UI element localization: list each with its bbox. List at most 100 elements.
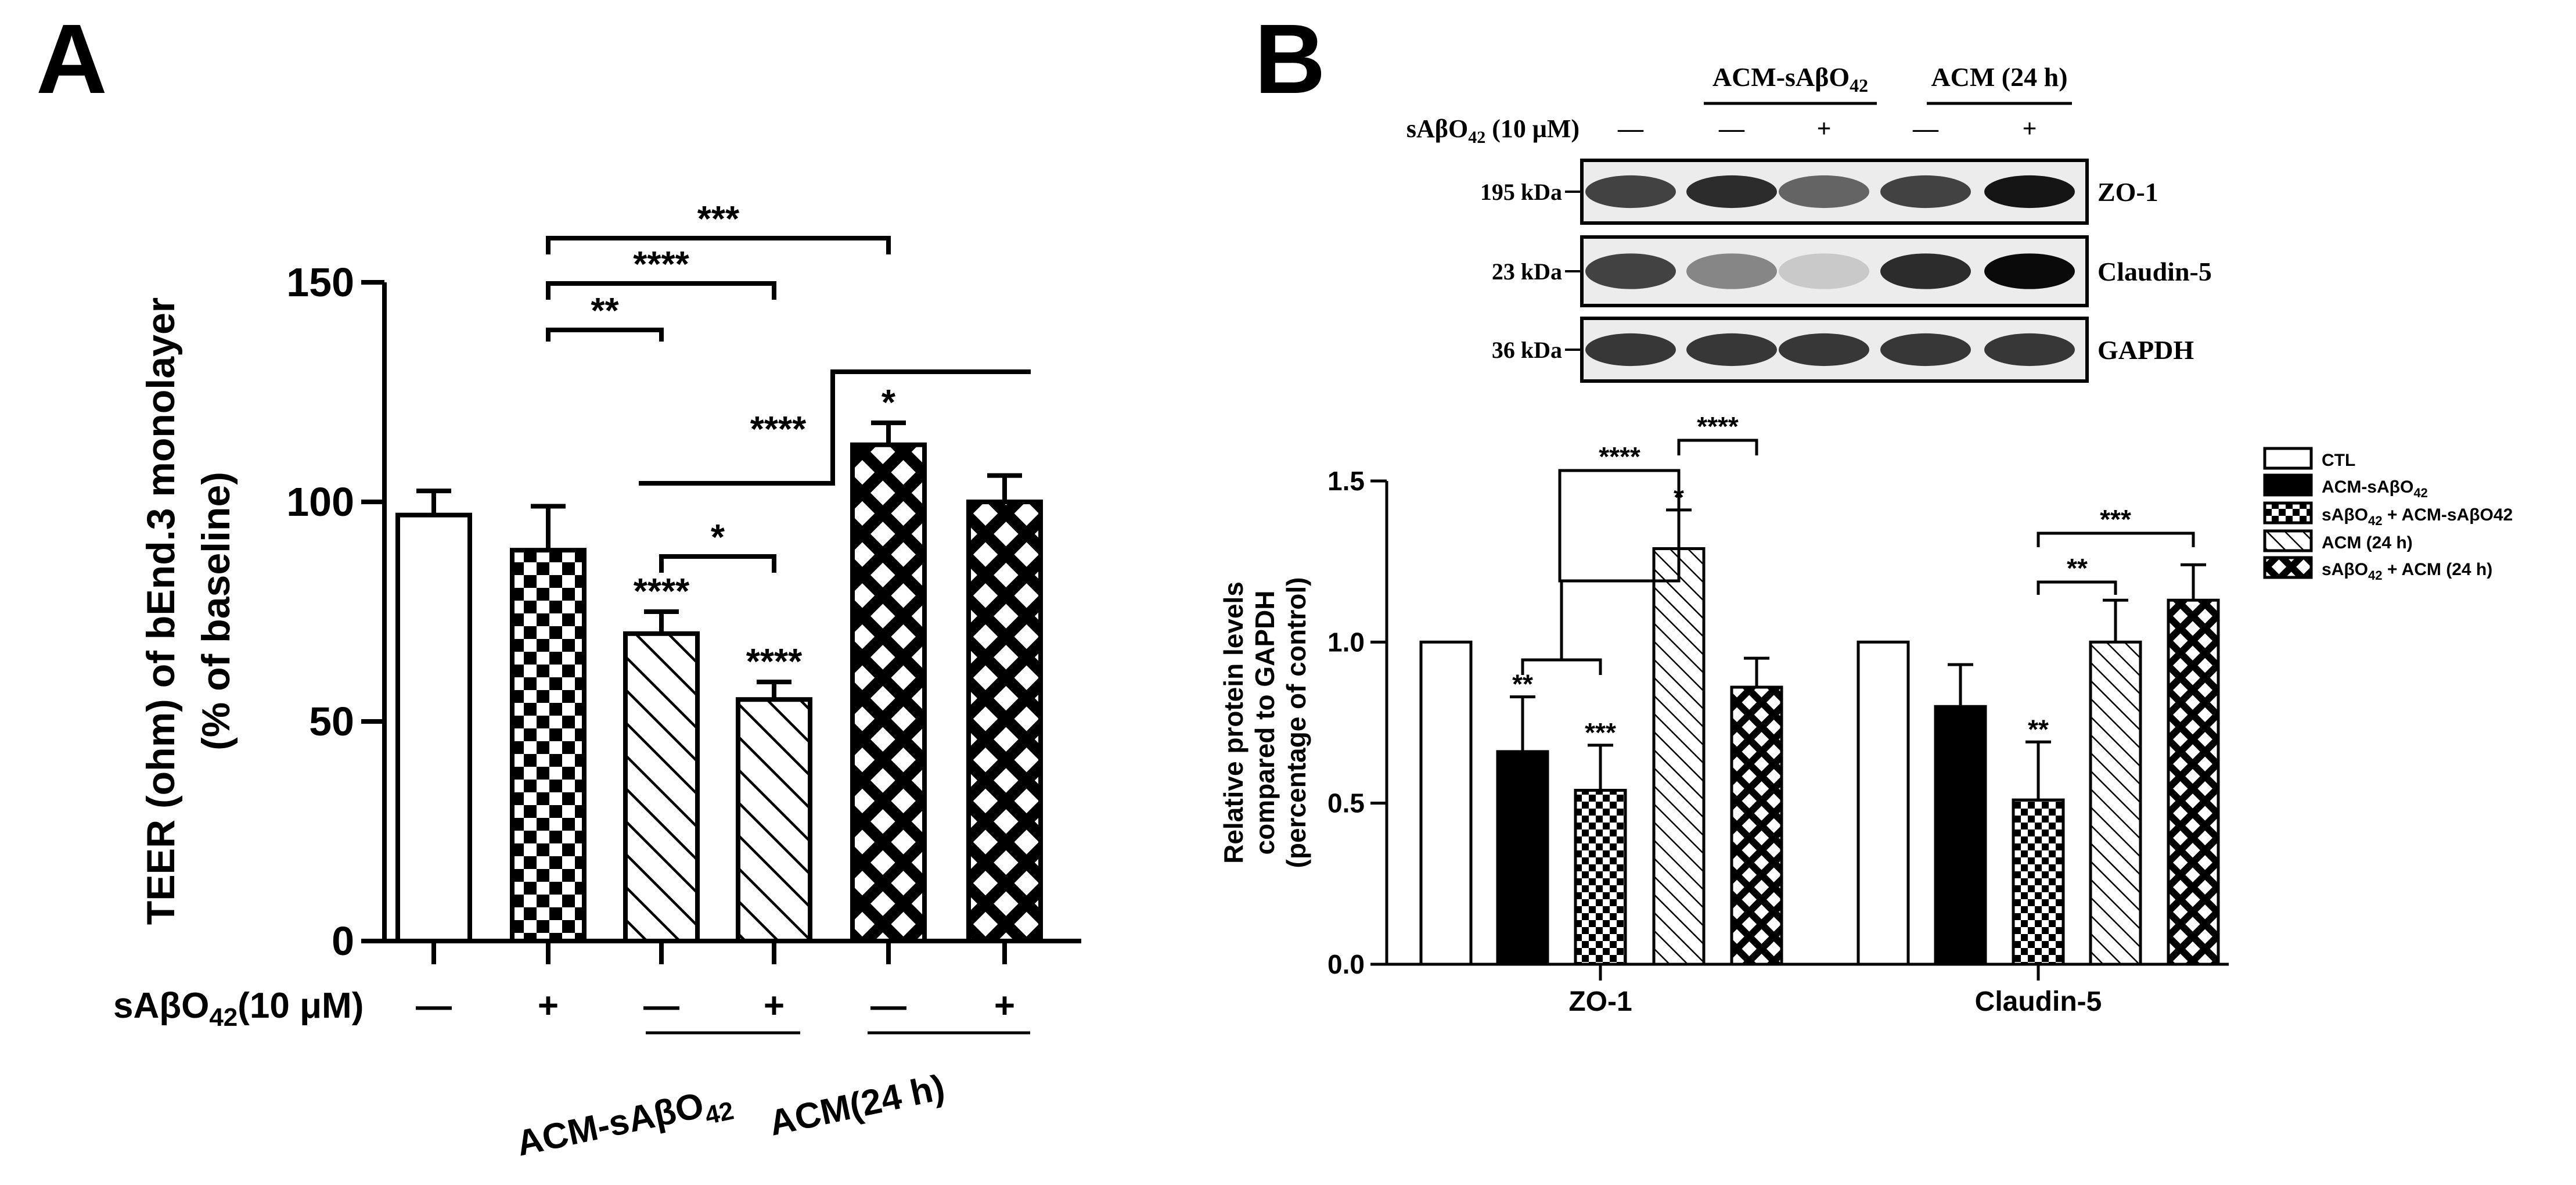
chart-b-bar: [2167, 598, 2220, 966]
blot-band: [1779, 175, 1869, 209]
chart-a-ytick-label: 100: [286, 479, 354, 525]
blot-band: [1984, 175, 2075, 209]
chart-a-bracket-label: **: [591, 291, 619, 331]
blot-protein-label: ZO-1: [2098, 177, 2158, 207]
chart-b-legend-swatch: [2263, 473, 2313, 497]
chart-b-bar: [2089, 640, 2142, 966]
blot-band: [1880, 175, 1971, 209]
chart-b-bracket: ***: [2037, 504, 2195, 547]
chart-a-ytick-label: 0: [332, 918, 354, 964]
chart-a-bar: [395, 512, 472, 943]
chart-a-sign: —: [416, 986, 452, 1026]
chart-b-bracket: ****: [1521, 441, 1681, 675]
chart-b-ylabel-line3: (percentage of control): [1281, 577, 1311, 868]
blot-band: [1686, 333, 1777, 367]
chart-b-ytick-label: 0.0: [1327, 949, 1365, 979]
chart-a-sign: +: [994, 986, 1015, 1026]
chart-a-bracket-label: ****: [633, 245, 689, 285]
chart-a-bar-star: ****: [634, 572, 690, 612]
chart-b-legend-label: sAβO42 + ACM (24 h): [2322, 560, 2492, 583]
chart-a-bracket: *: [659, 518, 776, 573]
chart-a-bracket: ****: [639, 369, 1031, 486]
chart-b-ytick-label: 1.5: [1327, 466, 1365, 496]
blot-kda-label: 36 kDa: [1492, 337, 1562, 363]
chart-a-treatment-label: sAβO42(10 μM): [113, 986, 364, 1032]
blot-protein-label: GAPDH: [2098, 335, 2194, 365]
chart-b-legend-item: ACM (24 h): [2263, 529, 2413, 552]
chart-a-bar: [966, 500, 1043, 943]
panel-b-label: B: [1254, 4, 1326, 114]
chart-a-sign: —: [870, 986, 906, 1026]
chart-b-bracket-label: ****: [1697, 411, 1739, 441]
blot-band: [1779, 333, 1869, 367]
chart-b-category-label: Claudin-5: [1975, 986, 2102, 1017]
chart-b-bracket: **: [2037, 553, 2117, 595]
chart-a-bracket-label: ****: [750, 410, 807, 450]
chart-b-legend-swatch: [2263, 501, 2313, 525]
chart-b-legend-item: sAβO42 + ACM-sAβO42: [2263, 501, 2513, 528]
chart-b-legend-item: ACM-sAβO42: [2263, 473, 2428, 500]
chart-a-bracket: **: [546, 291, 664, 342]
chart-b-bracket-label: **: [2067, 553, 2088, 583]
chart-b: ***** *** ************* 0.00.51.01.5 ZO-1…: [1218, 411, 2513, 1017]
chart-a-bar: [510, 548, 587, 943]
chart-b-legend-item: sAβO42 + ACM (24 h): [2263, 556, 2492, 583]
chart-a-sign: +: [538, 986, 559, 1026]
blot-sign: —: [1718, 114, 1745, 143]
chart-b-ytick-label: 0.5: [1327, 788, 1365, 818]
blot-group1-label: ACM-sAβO42: [1712, 62, 1868, 96]
blot-row: 36 kDa GAPDH: [1492, 317, 2194, 383]
chart-b-ylabel-line2: compared to GAPDH: [1250, 591, 1280, 855]
chart-b-ytick-label: 1.0: [1327, 627, 1365, 657]
chart-a-ytick-label: 150: [286, 260, 354, 305]
blot-band: [1585, 333, 1676, 367]
chart-b-legend-label: ACM-sAβO42: [2322, 477, 2428, 500]
chart-a-bar-star: ****: [746, 642, 803, 682]
chart-b-bracket-label: ****: [1599, 441, 1640, 472]
blot-row: 23 kDa Claudin-5: [1492, 235, 2212, 307]
chart-b-legend-swatch: [2263, 529, 2313, 552]
chart-b-legend-swatch: [2263, 447, 2313, 470]
chart-b-legend-label: CTL: [2322, 451, 2355, 470]
chart-a-ytick-label: 50: [309, 699, 354, 744]
chart-b-category-label: ZO-1: [1568, 986, 1632, 1017]
chart-b-bar: [1419, 640, 1473, 966]
chart-a-bar-star: *: [882, 383, 896, 423]
chart-a-sign: —: [643, 986, 679, 1026]
chart-b-bar: [1857, 640, 1910, 966]
blot-band: [1686, 175, 1777, 209]
blot-protein-label: Claudin-5: [2098, 257, 2212, 286]
blot-band: [1686, 253, 1777, 289]
chart-b-bar: [1496, 750, 1549, 966]
chart-a-sign: +: [764, 986, 785, 1026]
blot-treatment-label: sAβO42 (10 μM): [1406, 114, 1580, 147]
blot-group2-label: ACM (24 h): [1931, 62, 2067, 92]
chart-b-bar-star: ***: [1585, 717, 1616, 748]
chart-a-bracket: ***: [546, 199, 891, 254]
chart-a-group1-label: ACM-sAβO42: [513, 1079, 736, 1169]
blot-band: [1984, 333, 2075, 367]
chart-b-bar: [2012, 798, 2065, 966]
chart-a-bar: [736, 697, 812, 943]
chart-b-legend-swatch: [2263, 556, 2313, 579]
chart-b-bar: [1574, 788, 1627, 966]
blot-sign: —: [1912, 114, 1939, 143]
chart-b-bar: [1934, 705, 1987, 966]
blot-sign: —: [1617, 114, 1644, 143]
western-blot: ACM-sAβO42 ACM (24 h) sAβO42 (10 μM) — — +…: [1406, 62, 2212, 383]
chart-a-bar: [850, 442, 927, 943]
chart-a-bracket-label: *: [711, 518, 725, 558]
blot-kda-label: 23 kDa: [1492, 258, 1562, 285]
chart-a-bracket-label: ***: [697, 199, 740, 239]
chart-a-ylabel-line2: (% of baseline): [194, 472, 238, 751]
blot-band: [1984, 253, 2075, 289]
blot-band: [1880, 253, 1971, 289]
chart-b-legend-label: sAβO42 + ACM-sAβO42: [2322, 505, 2513, 528]
chart-b-bracket: ****: [1677, 411, 1758, 455]
blot-band: [1585, 253, 1676, 289]
blot-sign: +: [2022, 114, 2037, 143]
chart-b-legend-label: ACM (24 h): [2322, 533, 2413, 552]
chart-b-bar-star: **: [2028, 714, 2049, 744]
